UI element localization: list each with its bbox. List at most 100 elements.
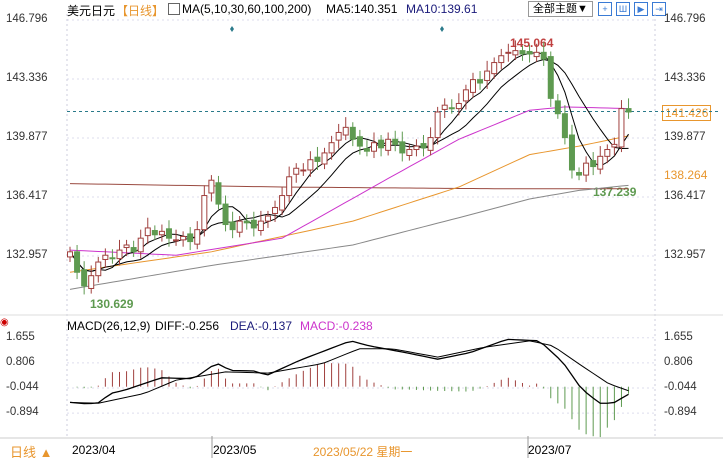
play-icon[interactable]: ▶	[634, 2, 648, 16]
candle-body	[420, 143, 427, 149]
ma200-line	[69, 183, 629, 190]
candle-body	[434, 111, 441, 139]
candle-body	[151, 229, 158, 236]
candle-body	[512, 50, 519, 56]
candle-body	[307, 159, 314, 171]
candle-body	[173, 239, 180, 242]
ma10-value: MA10:139.61	[406, 2, 478, 16]
candle-body	[257, 220, 264, 231]
ma10-line	[69, 58, 629, 272]
candle-body	[300, 169, 307, 172]
candle-body	[568, 134, 575, 171]
axis-tick-label: -0.894	[6, 406, 39, 419]
candle-body	[363, 148, 370, 152]
candle-body	[561, 113, 568, 139]
candle-body	[67, 251, 73, 258]
candle-body	[349, 126, 356, 140]
axis-tick-label: 0.806	[6, 355, 35, 368]
date-label: 2023/07	[528, 443, 572, 457]
candle-body	[250, 219, 257, 229]
axis-tick-label: -0.894	[664, 406, 697, 419]
candle-body	[95, 261, 102, 277]
axis-tick-label: -0.044	[6, 381, 39, 393]
candle-body	[547, 56, 554, 99]
candle-body	[236, 220, 243, 233]
candle-body	[554, 100, 561, 115]
candle-body	[137, 237, 144, 253]
candle-body	[441, 104, 448, 110]
ma30-line	[69, 106, 629, 256]
axis-tick-label: 146.796	[6, 13, 48, 25]
candle-body	[505, 51, 512, 54]
candle-body	[583, 162, 590, 176]
candle-body	[477, 79, 484, 84]
candle-body	[208, 179, 215, 194]
cursor-date-label: 2023/05/22 星期一	[313, 445, 413, 459]
crosshair-icon[interactable]: +	[598, 2, 612, 16]
axis-tick-label: 143.336	[664, 71, 706, 84]
candle-body	[272, 206, 279, 214]
diff-line	[69, 338, 629, 405]
axis-tick-label: 143.336	[6, 71, 48, 84]
current-price-label: 141.426	[662, 105, 712, 121]
candle-body	[123, 244, 130, 249]
candle-body	[116, 249, 123, 260]
indicator-toggle-icon[interactable]: ◉	[0, 317, 9, 328]
ma60-line	[69, 135, 629, 273]
macd-dea: DEA:-0.137	[230, 319, 293, 333]
candle-body	[498, 55, 505, 64]
candle-body	[597, 155, 604, 170]
axis-tick-label: 1.655	[6, 330, 35, 343]
ma-label: MA(5,10,30,60,100,200)	[182, 2, 312, 16]
dea-line	[69, 340, 629, 404]
macd-diff: DIFF:-0.256	[155, 319, 220, 333]
candle-body	[102, 254, 109, 260]
candle-body	[321, 152, 328, 165]
period-switch-button[interactable]: 日线 ▲	[10, 445, 53, 460]
candle-body	[109, 257, 116, 260]
candle-body	[314, 156, 321, 162]
ma5-value: MA5:140.351	[326, 2, 398, 16]
axis-tick-label: 139.877	[6, 130, 48, 143]
event-marker-icon	[440, 26, 444, 32]
candle-body	[194, 229, 201, 245]
candle-body	[286, 176, 293, 197]
candle-body	[342, 126, 349, 136]
high-annotation: 145.064	[510, 36, 554, 50]
axis-tick-label: 132.957	[664, 248, 706, 261]
candle-body	[392, 138, 399, 145]
candle-body	[533, 51, 540, 58]
date-label: 2023/05	[213, 443, 257, 457]
candle-body	[264, 215, 271, 222]
candle-body	[385, 138, 392, 151]
candle-body	[335, 131, 342, 141]
candle-body	[88, 275, 95, 289]
axis-tick-label: 1.655	[664, 330, 693, 343]
candle-body	[406, 149, 413, 156]
exit-icon[interactable]: ⇥	[652, 2, 666, 16]
macd-title: MACD(26,12,9)	[67, 319, 151, 333]
candle-body	[611, 143, 618, 148]
theme-dropdown[interactable]: 全部主题▼	[528, 1, 593, 17]
candle-body	[74, 251, 81, 273]
candle-body	[293, 167, 300, 175]
candle-body	[618, 108, 625, 148]
candle-body	[158, 230, 165, 236]
ma100-line	[69, 184, 629, 290]
ma60-price-label: 138.264	[664, 168, 708, 182]
axis-tick-label: 139.877	[664, 130, 706, 143]
april-low-annotation: 130.629	[90, 297, 134, 311]
candle-body	[144, 227, 151, 237]
axis-tick-label: 0.806	[664, 355, 693, 368]
candle-body	[519, 50, 526, 55]
axis-tick-label: 132.957	[6, 248, 48, 261]
candle-body	[448, 107, 455, 110]
columns-icon[interactable]: Ш	[616, 2, 630, 16]
ma-settings-icon[interactable]	[168, 3, 180, 15]
candle-body	[625, 108, 632, 113]
candle-body	[279, 195, 286, 211]
candle-body	[229, 221, 236, 231]
candle-body	[371, 142, 378, 152]
candle-body	[590, 160, 597, 168]
